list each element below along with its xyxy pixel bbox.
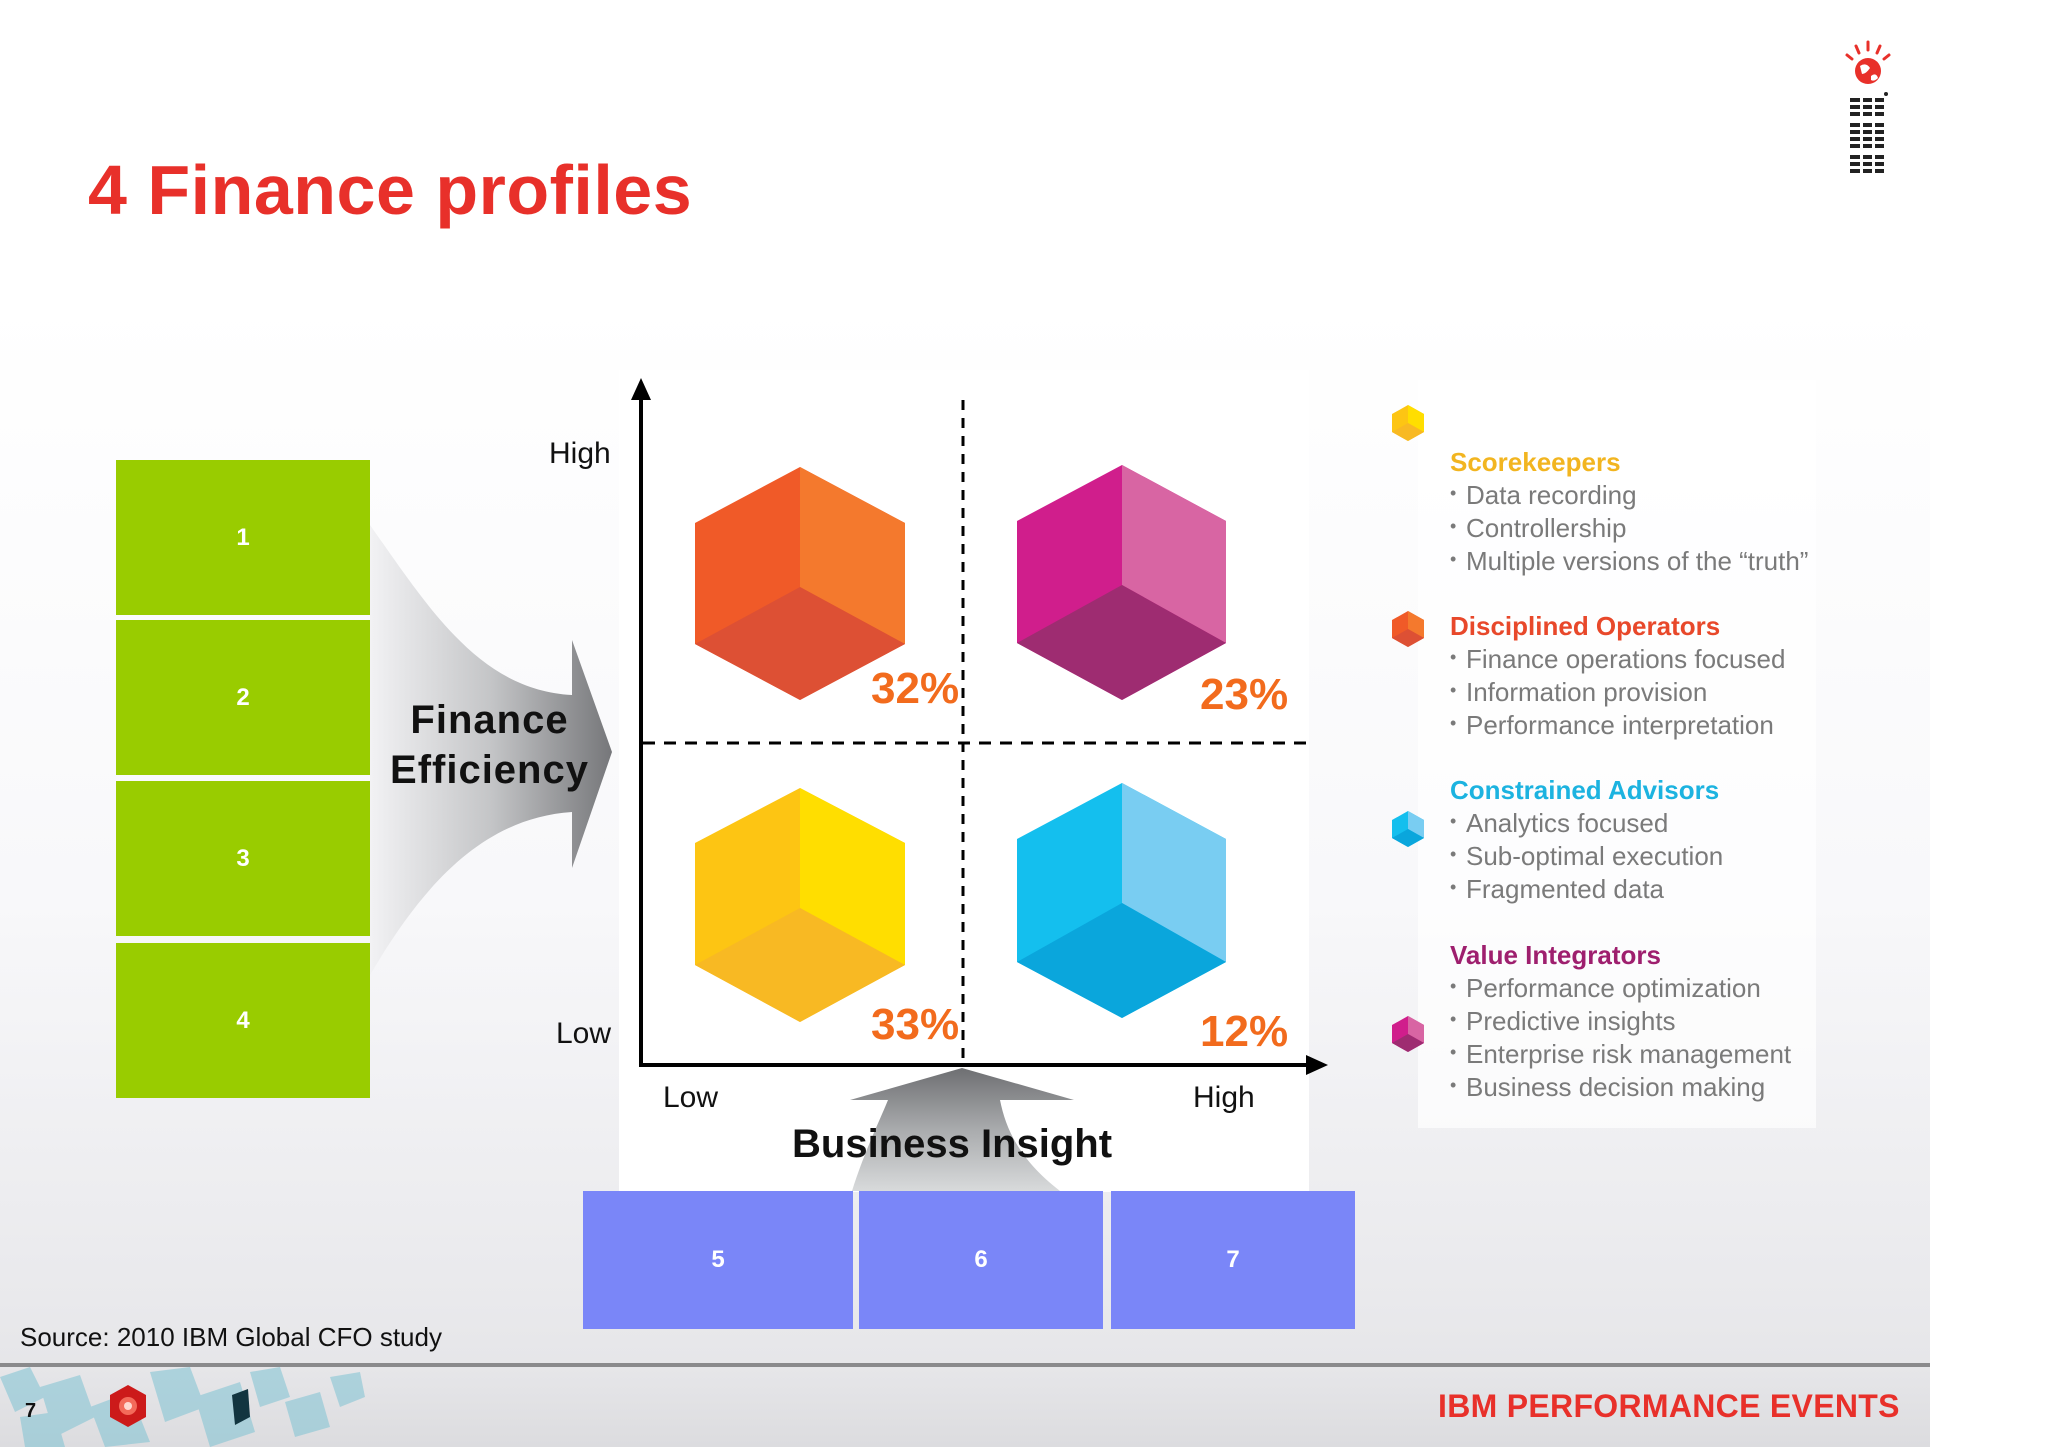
legend-item-text: Enterprise risk management [1466, 1039, 1792, 1069]
green-box-label: 1 [236, 523, 250, 551]
legend-item-text: Multiple versions of the “truth” [1466, 546, 1809, 576]
green-box-3: 3 [116, 781, 370, 936]
blue-box-5: 5 [583, 1191, 853, 1329]
y-axis-high-label: High [549, 437, 611, 470]
legend-item-text: Sub-optimal execution [1466, 841, 1724, 871]
legend-constrained-advisors: Constrained Advisors • Analytics focused … [1450, 774, 1723, 906]
finance-efficiency-line2: Efficiency [390, 748, 589, 792]
legend-item-text: Analytics focused [1466, 808, 1669, 838]
bullet: • [1450, 877, 1457, 897]
red-hexagon-emblem [110, 1385, 146, 1427]
percent-disciplined-operators: 32% [871, 664, 960, 713]
legend-item: • Performance interpretation [1450, 709, 1785, 742]
legend-item: • Finance operations focused [1450, 643, 1785, 676]
bullet: • [1450, 1009, 1457, 1029]
legend-value-integrators: Value Integrators • Performance optimizat… [1450, 939, 1791, 1104]
value-integrators-hex-icon [1392, 1016, 1424, 1052]
source-note: Source: 2010 IBM Global CFO study [20, 1322, 442, 1352]
green-box-label: 4 [236, 1006, 250, 1034]
bullet: • [1450, 549, 1457, 569]
blue-box-6: 6 [859, 1191, 1103, 1329]
legend-item-text: Business decision making [1466, 1072, 1766, 1102]
bullet: • [1450, 483, 1457, 503]
diagram-canvas [370, 378, 1328, 1191]
disciplined-operators-hex-icon [1392, 611, 1424, 647]
business-insight-arrow [850, 1068, 1074, 1191]
business-insight-label: Business Insight [792, 1122, 1113, 1166]
legend-item-text: Information provision [1466, 677, 1708, 707]
hexagon-disciplined-operators [695, 467, 905, 700]
legend-item-text: Data recording [1466, 480, 1637, 510]
legend-title: Scorekeepers [1450, 447, 1621, 477]
legend-item-text: Performance interpretation [1466, 710, 1774, 740]
bullet: • [1450, 976, 1457, 996]
legend-item-text: Performance optimization [1466, 973, 1761, 1003]
legend-item: • Multiple versions of the “truth” [1450, 545, 1808, 578]
legend-item: • Business decision making [1450, 1071, 1791, 1104]
legend-item-text: Fragmented data [1466, 874, 1665, 904]
finance-efficiency-arrow [370, 525, 612, 975]
legend-item: • Controllership [1450, 512, 1808, 545]
bullet: • [1450, 811, 1457, 831]
constrained-advisors-hex-icon [1392, 811, 1424, 847]
legend-item: • Data recording [1450, 479, 1808, 512]
footer-brand: IBM PERFORMANCE EVENTS [1438, 1388, 1900, 1424]
footer-decoration-icon [0, 1367, 365, 1447]
finance-efficiency-label: Finance Efficiency [382, 695, 597, 795]
x-axis-low-label: Low [663, 1081, 719, 1114]
bullet: • [1450, 516, 1457, 536]
legend-title: Disciplined Operators [1450, 611, 1721, 641]
legend-disciplined-operators: Disciplined Operators • Finance operation… [1450, 610, 1785, 742]
green-box-4: 4 [116, 943, 370, 1098]
finance-efficiency-line1: Finance [410, 698, 569, 742]
bullet: • [1450, 1042, 1457, 1062]
y-axis-arrowhead [631, 378, 651, 400]
legend-panel [1418, 380, 1816, 1128]
legend-item: • Enterprise risk management [1450, 1038, 1791, 1071]
y-axis-low-label: Low [556, 1017, 612, 1050]
legend-item-text: Finance operations focused [1466, 644, 1786, 674]
legend-item-text: Predictive insights [1466, 1006, 1676, 1036]
slide: 4 Finance profiles [0, 0, 1930, 1447]
bullet: • [1450, 680, 1457, 700]
green-box-2: 2 [116, 620, 370, 775]
scorekeepers-hex-icon [1392, 405, 1424, 441]
page-number: 7 [25, 1400, 37, 1422]
blue-box-label: 5 [711, 1246, 725, 1273]
footer-divider [0, 1363, 1930, 1367]
percent-constrained-advisors: 12% [1200, 1007, 1289, 1056]
legend-item: • Information provision [1450, 676, 1785, 709]
hexagon-value-integrators [1017, 465, 1226, 700]
bullet: • [1450, 844, 1457, 864]
legend-item: • Predictive insights [1450, 1005, 1791, 1038]
page-title: 4 Finance profiles [88, 151, 693, 229]
legend-item: • Analytics focused [1450, 807, 1723, 840]
x-axis-high-label: High [1193, 1081, 1255, 1114]
bullet: • [1450, 713, 1457, 733]
green-box-1: 1 [116, 460, 370, 615]
legend-item: • Performance optimization [1450, 972, 1791, 1005]
ibm-logo-icon [1845, 40, 1891, 176]
blue-box-label: 6 [974, 1246, 988, 1273]
x-axis-arrowhead [1306, 1055, 1328, 1075]
legend-title: Constrained Advisors [1450, 775, 1720, 805]
legend-scorekeepers: Scorekeepers • Data recording • Controller… [1450, 446, 1808, 578]
hexagon-scorekeepers [695, 788, 905, 1022]
legend-item: • Fragmented data [1450, 873, 1723, 906]
legend-item: • Sub-optimal execution [1450, 840, 1723, 873]
green-box-label: 2 [236, 683, 250, 711]
hexagon-constrained-advisors [1017, 783, 1226, 1018]
legend-title: Value Integrators [1450, 940, 1661, 970]
percent-value-integrators: 23% [1200, 670, 1289, 719]
bullet: • [1450, 1075, 1457, 1095]
blue-box-label: 7 [1226, 1246, 1240, 1273]
percent-scorekeepers: 33% [871, 1000, 960, 1049]
green-box-label: 3 [236, 844, 250, 872]
blue-box-7: 7 [1111, 1191, 1355, 1329]
bullet: • [1450, 647, 1457, 667]
legend-item-text: Controllership [1466, 513, 1627, 543]
